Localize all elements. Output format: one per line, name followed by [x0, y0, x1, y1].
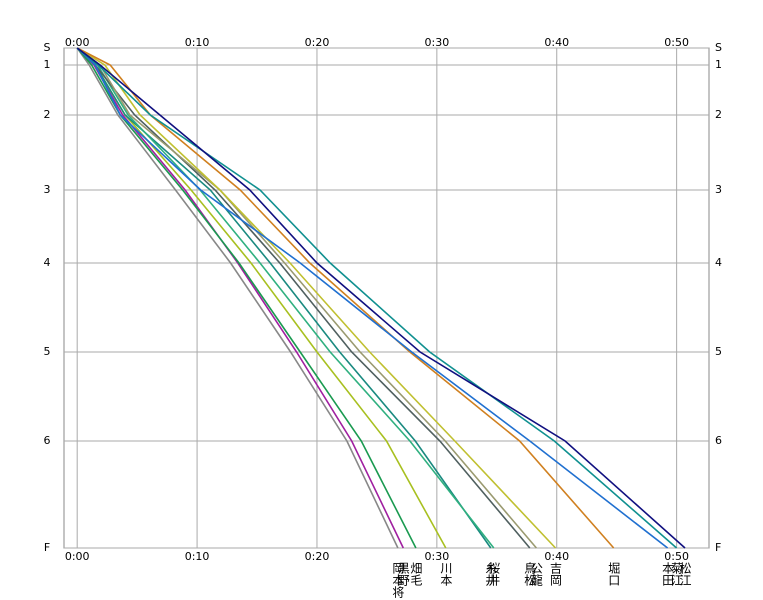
racer-name: 吉岡	[549, 562, 563, 586]
y-tick-label: 4	[715, 256, 722, 269]
y-tick-label: 5	[44, 345, 51, 358]
race-line	[76, 47, 399, 549]
x-tick-label: 0:10	[185, 36, 210, 49]
x-tick-label: 0:20	[305, 550, 330, 563]
y-tick-label: 3	[44, 183, 51, 196]
racer-name: 本田	[661, 562, 675, 586]
race-line	[76, 47, 531, 549]
x-tick-label: 0:40	[544, 550, 569, 563]
race-line	[76, 47, 538, 549]
race-line	[76, 47, 669, 549]
racer-name: 岡本将	[391, 562, 405, 598]
y-tick-label: 5	[715, 345, 722, 358]
y-tick-label: F	[44, 541, 50, 554]
racer-name: 堀口	[607, 561, 621, 586]
y-tick-label: 3	[715, 183, 722, 196]
racer-name: 川本	[439, 562, 453, 587]
y-tick-label: 6	[715, 434, 722, 447]
race-line	[76, 47, 686, 549]
racer-name: 糸井	[484, 562, 498, 587]
x-tick-label: 0:40	[544, 36, 569, 49]
racer-name: 鳥松	[523, 561, 537, 586]
racer-name: 黒野	[396, 562, 410, 586]
racer-name: 菊江	[670, 562, 684, 586]
racer-name: 公龍	[529, 562, 543, 586]
x-tick-label: 0:50	[664, 550, 689, 563]
race-line	[76, 47, 417, 549]
racer-name: 松江	[678, 562, 692, 586]
race-line	[76, 47, 615, 549]
y-tick-label: 1	[44, 58, 51, 71]
y-tick-label: 4	[44, 256, 51, 269]
x-tick-label: 0:20	[305, 36, 330, 49]
x-tick-label: 0:00	[65, 550, 90, 563]
y-tick-label: 6	[44, 434, 51, 447]
y-tick-label: 1	[715, 58, 722, 71]
y-tick-label: S	[44, 41, 51, 54]
y-tick-label: F	[715, 541, 721, 554]
plot-frame	[63, 47, 710, 549]
racer-name: 畑毛	[409, 562, 423, 586]
x-tick-label: 0:30	[425, 550, 450, 563]
y-tick-label: S	[715, 41, 722, 54]
race-line	[76, 47, 678, 549]
racer-name: 桜井	[487, 562, 501, 587]
x-tick-label: 0:00	[65, 36, 90, 49]
y-tick-label: 2	[715, 108, 722, 121]
x-tick-label: 0:30	[425, 36, 450, 49]
x-tick-label: 0:10	[185, 550, 210, 563]
y-tick-label: 2	[44, 108, 51, 121]
x-tick-label: 0:50	[664, 36, 689, 49]
